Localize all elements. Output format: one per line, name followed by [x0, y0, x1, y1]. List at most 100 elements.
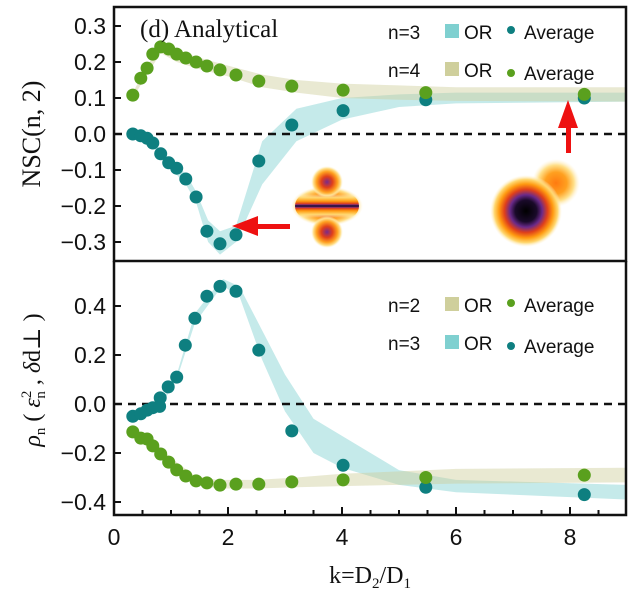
average-point-n4 [252, 74, 266, 88]
legend-band-label: OR [464, 296, 493, 317]
average-point-n3 [213, 237, 227, 251]
or-band-n2 [132, 428, 626, 489]
average-point-n4 [336, 83, 350, 97]
x-tick-label: 2 [222, 524, 235, 550]
average-point-n3 [336, 458, 350, 472]
average-point-n2 [200, 476, 214, 490]
top-panel: 0.30.20.10.0−0.1−0.2−0.3 (d) Analytical … [17, 5, 628, 263]
red-arrow-left [232, 216, 290, 236]
legend-entry: n=4 OR Average [388, 61, 594, 85]
average-point-n3 [200, 289, 214, 303]
legend-entry: n=3 OR Average [388, 334, 594, 358]
average-point-n4 [179, 51, 193, 65]
legend-point-label: Average [524, 296, 594, 317]
average-point-n2 [162, 455, 176, 469]
legend-series-label: n=2 [388, 296, 420, 317]
average-point-n2 [252, 477, 266, 491]
average-point-n2 [419, 471, 433, 484]
legend-entry: n=3 OR Average [388, 23, 594, 44]
or-band-n4 [132, 45, 626, 102]
average-point-n3 [252, 154, 266, 168]
x-tick-label: 0 [108, 524, 121, 550]
average-point-n3 [153, 391, 167, 405]
average-point-n3 [419, 480, 433, 494]
y-tick-label: 0.0 [74, 121, 106, 147]
average-point-n3 [179, 172, 193, 186]
average-point-n4 [213, 63, 227, 77]
legend-point-marker [507, 26, 515, 34]
average-point-n2 [146, 439, 160, 453]
y-tick-label: −0.1 [61, 157, 106, 183]
average-point-n2 [213, 478, 227, 492]
red-arrow-up [558, 100, 578, 153]
panel-title: (d) Analytical [140, 16, 278, 43]
x-tick-label: 4 [336, 524, 349, 550]
bottom-legend: n=2 OR Average n=3 OR Average [388, 296, 594, 358]
average-point-n3 [577, 488, 591, 502]
legend-series-label: n=3 [388, 334, 420, 355]
y-tick-label: −0.2 [61, 440, 106, 466]
average-point-n2 [179, 469, 193, 483]
average-point-n3 [178, 338, 192, 352]
average-point-n2 [189, 474, 203, 488]
average-point-n2 [577, 468, 591, 482]
bottom-y-axis-label: ρn ( ε2n , δd⊥ ) [19, 313, 49, 447]
y-tick-label: −0.4 [61, 489, 107, 515]
y-tick-label: −0.2 [61, 193, 106, 219]
y-tick-label: 0.4 [74, 293, 106, 319]
legend-band-label: OR [464, 23, 493, 44]
legend-entry: n=2 OR Average [388, 296, 594, 317]
legend-band-label: OR [464, 334, 493, 355]
average-point-n3 [188, 311, 202, 325]
y-tick-label: 0.2 [74, 342, 106, 368]
average-point-n3 [229, 228, 243, 242]
legend-band-label: OR [464, 61, 493, 82]
legend-point-marker [507, 342, 515, 350]
bottom-panel: 0.4 0.2 0.0 −0.2 −0.4 0 2 4 6 8 ρn ( ε2n , δd⊥ )… [19, 261, 628, 550]
insets [232, 100, 580, 248]
average-point-n4 [134, 71, 148, 85]
legend-band-swatch [445, 297, 459, 311]
y-tick-label: 0.3 [74, 13, 106, 39]
average-point-n4 [189, 55, 203, 69]
average-point-n3 [285, 118, 299, 132]
y-tick-label: 0.1 [74, 85, 106, 111]
rho-symbol: ρ [20, 435, 46, 448]
average-point-n4 [419, 86, 433, 100]
legend-series-label: n=4 [388, 61, 421, 82]
y-tick-label: 0.2 [74, 49, 106, 75]
top-legend: n=3 OR Average n=4 OR Average [388, 23, 594, 85]
average-point-n2 [336, 473, 350, 487]
x-tick-label: 8 [564, 524, 577, 550]
legend-point-label: Average [524, 64, 594, 85]
average-point-n3 [170, 370, 184, 384]
top-y-axis-label: NSC(n, 2) [17, 81, 46, 188]
or-band-n3 [132, 279, 626, 500]
legend-band-swatch [445, 62, 459, 76]
average-point-n2 [170, 463, 184, 477]
average-point-n2 [285, 475, 299, 489]
heatmap-inset-two-blob [490, 159, 580, 247]
legend-series-label: n=3 [388, 23, 420, 44]
average-point-n2 [229, 477, 243, 491]
average-point-n3 [154, 147, 168, 161]
x-axis-label: k=D2/D1 [329, 563, 411, 592]
x-tick-label: 6 [450, 524, 463, 550]
average-point-n3 [200, 224, 214, 238]
y-tick-label: 0.0 [74, 391, 106, 417]
legend-band-swatch [445, 335, 459, 349]
average-point-n4 [285, 79, 299, 93]
average-point-n4 [200, 59, 214, 73]
y-tick-label: −0.3 [61, 229, 106, 255]
legend-point-marker [507, 69, 515, 77]
average-point-n3 [146, 136, 160, 150]
average-point-n3 [170, 161, 184, 175]
heatmap-inset-cross [291, 166, 363, 248]
average-point-n3 [285, 424, 299, 438]
average-point-n4 [577, 87, 591, 101]
average-point-n3 [213, 279, 227, 293]
legend-band-swatch [445, 24, 459, 38]
average-point-n4 [140, 61, 154, 75]
legend-point-marker [507, 299, 515, 307]
